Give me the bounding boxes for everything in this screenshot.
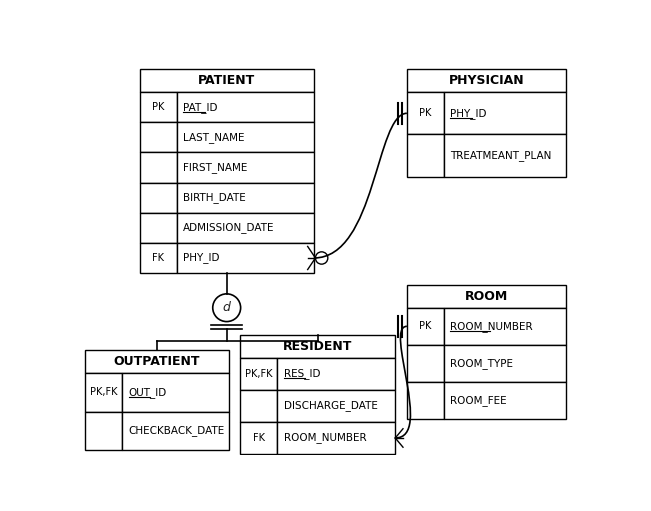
Text: PK,FK: PK,FK: [90, 387, 118, 398]
Bar: [139, 182, 176, 213]
Bar: [407, 92, 444, 134]
Text: OUT_ID: OUT_ID: [129, 387, 167, 398]
Text: CHECKBACK_DATE: CHECKBACK_DATE: [129, 426, 225, 436]
Bar: [444, 92, 566, 134]
Text: RES_ID: RES_ID: [284, 368, 320, 379]
Bar: [240, 422, 277, 454]
Text: ROOM_FEE: ROOM_FEE: [450, 396, 507, 406]
Bar: [139, 152, 176, 182]
Bar: [277, 358, 395, 390]
Bar: [122, 373, 229, 412]
Bar: [444, 345, 566, 382]
Text: PAT_ID: PAT_ID: [183, 102, 217, 112]
Text: OUTPATIENT: OUTPATIENT: [114, 355, 201, 368]
Text: ROOM: ROOM: [465, 290, 508, 303]
Text: FK: FK: [152, 253, 164, 263]
Bar: [85, 373, 122, 412]
Text: ROOM_TYPE: ROOM_TYPE: [450, 358, 513, 369]
Bar: [444, 382, 566, 420]
Text: d: d: [223, 301, 230, 314]
Bar: [277, 422, 395, 454]
Bar: [176, 243, 314, 273]
Text: ROOM_NUMBER: ROOM_NUMBER: [284, 432, 367, 444]
Text: TREATMEANT_PLAN: TREATMEANT_PLAN: [450, 150, 551, 161]
Bar: [407, 308, 444, 345]
Bar: [139, 92, 176, 122]
Bar: [176, 182, 314, 213]
Text: DISCHARGE_DATE: DISCHARGE_DATE: [284, 401, 378, 411]
Bar: [407, 69, 566, 92]
Bar: [85, 350, 229, 373]
Bar: [407, 382, 444, 420]
Bar: [407, 134, 444, 177]
Text: PATIENT: PATIENT: [198, 74, 255, 87]
Text: PHYSICIAN: PHYSICIAN: [449, 74, 524, 87]
Text: FIRST_NAME: FIRST_NAME: [183, 162, 247, 173]
Text: BIRTH_DATE: BIRTH_DATE: [183, 192, 245, 203]
Bar: [240, 335, 395, 358]
Text: PK: PK: [419, 321, 432, 331]
Bar: [277, 390, 395, 422]
Text: RESIDENT: RESIDENT: [283, 340, 352, 353]
Text: PHY_ID: PHY_ID: [450, 108, 487, 119]
Bar: [407, 345, 444, 382]
Text: FK: FK: [253, 433, 265, 443]
Bar: [176, 92, 314, 122]
Bar: [444, 308, 566, 345]
Bar: [240, 358, 277, 390]
Bar: [139, 243, 176, 273]
Bar: [85, 412, 122, 450]
Bar: [122, 412, 229, 450]
Text: LAST_NAME: LAST_NAME: [183, 132, 244, 143]
Text: ADMISSION_DATE: ADMISSION_DATE: [183, 222, 275, 234]
Text: PK: PK: [419, 108, 432, 118]
Bar: [139, 69, 314, 92]
Text: PK: PK: [152, 102, 164, 112]
Bar: [176, 152, 314, 182]
Bar: [139, 122, 176, 152]
Bar: [176, 213, 314, 243]
Bar: [240, 390, 277, 422]
Text: PK,FK: PK,FK: [245, 369, 273, 379]
Bar: [444, 134, 566, 177]
Text: ROOM_NUMBER: ROOM_NUMBER: [450, 321, 533, 332]
Bar: [176, 122, 314, 152]
Text: PHY_ID: PHY_ID: [183, 252, 219, 264]
Bar: [139, 213, 176, 243]
Bar: [407, 285, 566, 308]
